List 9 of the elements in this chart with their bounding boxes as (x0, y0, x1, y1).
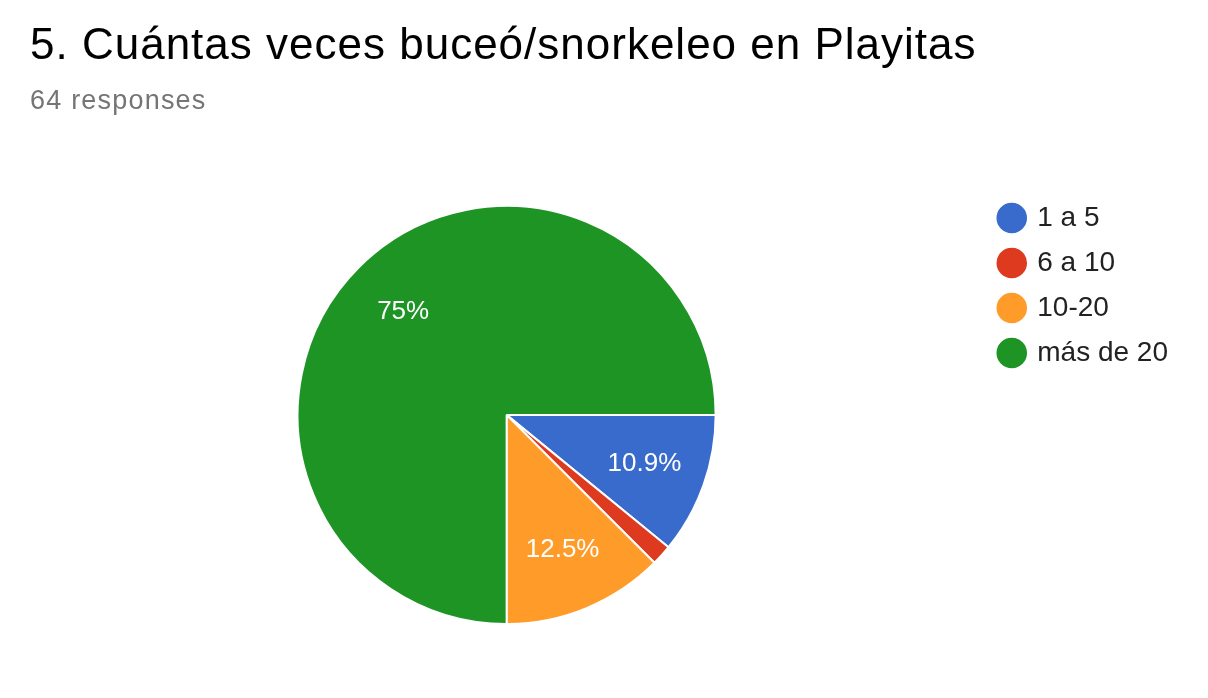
chart-subtitle: 64 responses (30, 84, 207, 116)
legend-label: 1 a 5 (1037, 200, 1100, 232)
chart-title: 5. Cuántas veces buceó/snorkeleo en Playitas (30, 18, 977, 70)
legend-label: más de 20 (1037, 335, 1169, 367)
data-label: 75% (377, 294, 430, 325)
legend-label: 6 a 10 (1037, 245, 1116, 277)
legend-label: 10-20 (1037, 290, 1109, 322)
data-label: 10.9% (607, 447, 682, 478)
data-label: 12.5% (525, 533, 600, 564)
